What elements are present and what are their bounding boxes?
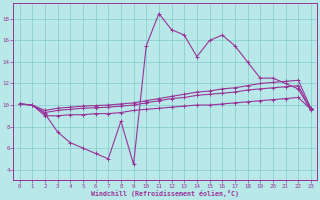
X-axis label: Windchill (Refroidissement éolien,°C): Windchill (Refroidissement éolien,°C)	[91, 190, 239, 197]
